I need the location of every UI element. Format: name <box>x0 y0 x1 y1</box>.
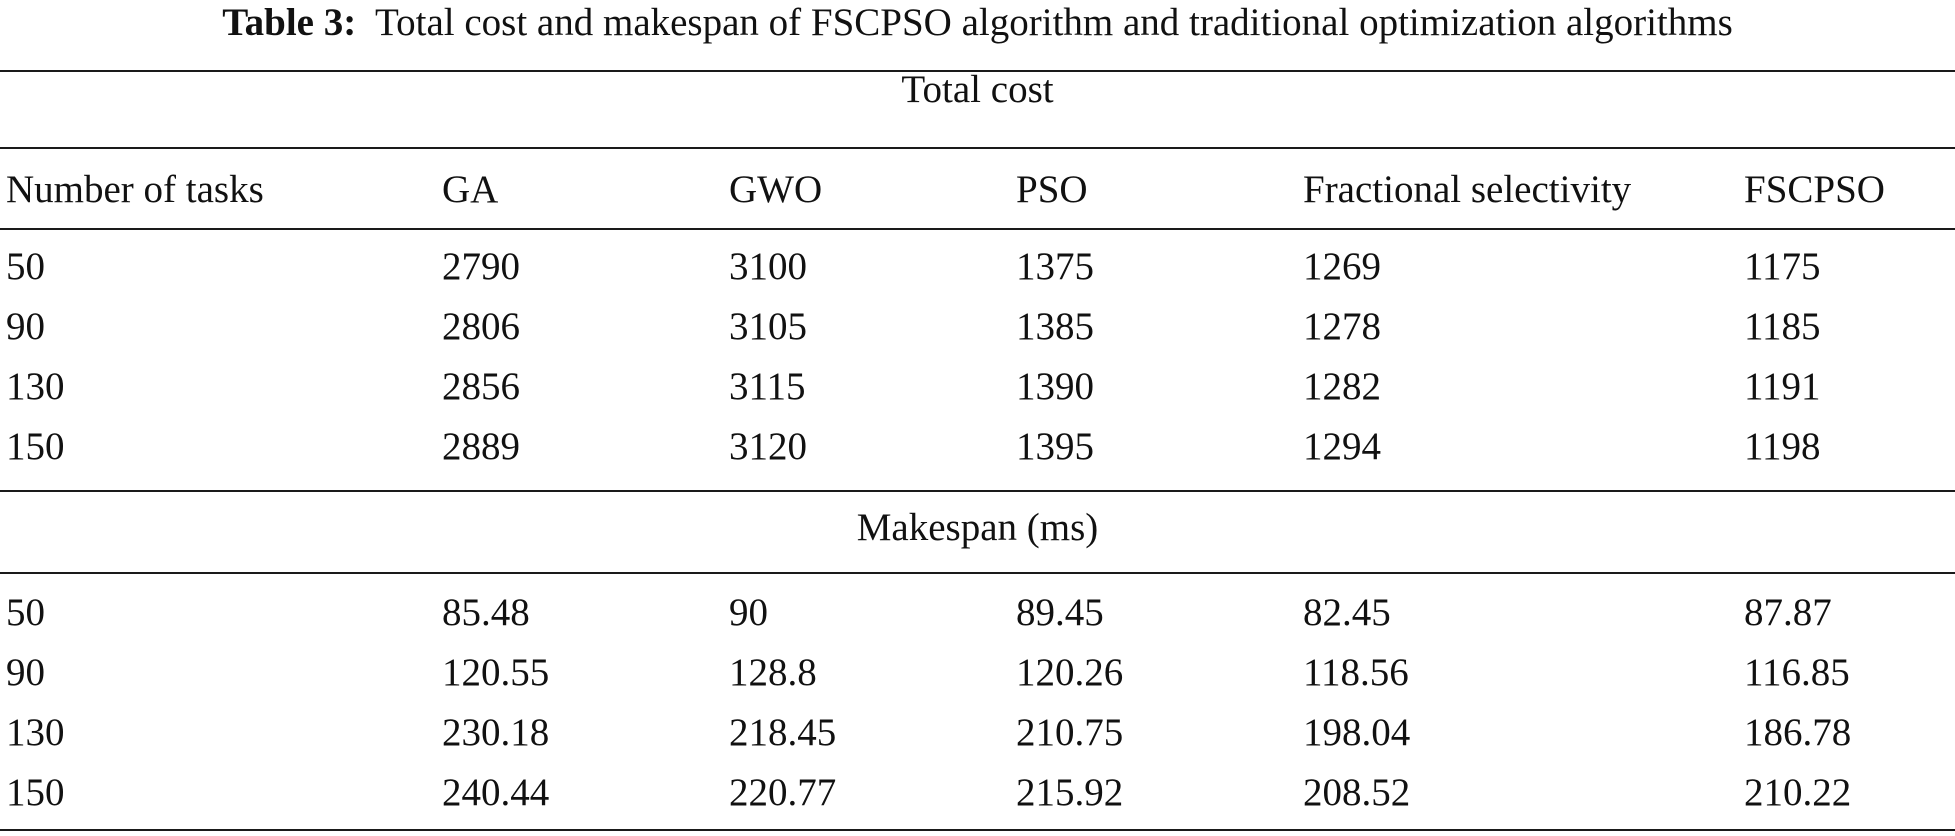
top-rule <box>0 70 1955 72</box>
table-cell: 150 <box>6 771 65 814</box>
table-cell: 208.52 <box>1303 771 1411 814</box>
table-row: 150 240.44 220.77 215.92 208.52 210.22 <box>0 770 1955 830</box>
section-title-makespan: Makespan (ms) <box>856 506 1099 549</box>
table-cell: 130 <box>6 365 65 408</box>
table-cell: 85.48 <box>442 591 530 634</box>
table-cell: 2806 <box>442 305 520 348</box>
table-cell: 130 <box>6 711 65 754</box>
column-header: FSCPSO <box>1744 168 1885 211</box>
rule-below-section-title <box>0 147 1955 149</box>
bottom-rule <box>0 829 1955 831</box>
table-cell: 218.45 <box>729 711 837 754</box>
table-cell: 240.44 <box>442 771 550 814</box>
table-cell: 210.22 <box>1744 771 1852 814</box>
table-cell: 89.45 <box>1016 591 1104 634</box>
table-cell: 1282 <box>1303 365 1381 408</box>
table-cell: 1278 <box>1303 305 1381 348</box>
table-caption: Table 3: Total cost and makespan of FSCP… <box>0 0 1955 60</box>
table-cell: 230.18 <box>442 711 550 754</box>
table-cell: 1269 <box>1303 245 1381 288</box>
table-cell: 82.45 <box>1303 591 1391 634</box>
table-row: 50 2790 3100 1375 1269 1175 <box>0 244 1955 304</box>
table-cell: 3100 <box>729 245 807 288</box>
table-row: 90 120.55 128.8 120.26 118.56 116.85 <box>0 650 1955 710</box>
table-label: Table 3: <box>222 1 357 44</box>
column-header: PSO <box>1016 168 1088 211</box>
column-header: GA <box>442 168 499 211</box>
table-cell: 120.26 <box>1016 651 1124 694</box>
table-cell: 2889 <box>442 425 520 468</box>
table-cell: 118.56 <box>1303 651 1409 694</box>
table-cell: 90 <box>729 591 768 634</box>
table-cell: 2856 <box>442 365 520 408</box>
table-cell: 198.04 <box>1303 711 1411 754</box>
table-cell: 1390 <box>1016 365 1094 408</box>
table-cell: 50 <box>6 591 45 634</box>
table-cell: 1198 <box>1744 425 1821 468</box>
table-cell: 120.55 <box>442 651 550 694</box>
table-cell: 3120 <box>729 425 807 468</box>
table-cell: 3115 <box>729 365 806 408</box>
table-cell: 150 <box>6 425 65 468</box>
table-cell: 1395 <box>1016 425 1094 468</box>
table-cell: 128.8 <box>729 651 817 694</box>
table-cell: 210.75 <box>1016 711 1124 754</box>
table-row: 130 2856 3115 1390 1282 1191 <box>0 364 1955 424</box>
table-cell: 1385 <box>1016 305 1094 348</box>
section-title-total-cost: Total cost <box>901 68 1054 111</box>
table-cell: 3105 <box>729 305 807 348</box>
table-row: 150 2889 3120 1395 1294 1198 <box>0 424 1955 484</box>
table-cell: 1191 <box>1744 365 1821 408</box>
table-cell: 1175 <box>1744 245 1821 288</box>
table-row: 50 85.48 90 89.45 82.45 87.87 <box>0 590 1955 650</box>
table-cell: 2790 <box>442 245 520 288</box>
table-cell: 1185 <box>1744 305 1821 348</box>
table-cell: 186.78 <box>1744 711 1852 754</box>
table-row: 90 2806 3105 1385 1278 1185 <box>0 304 1955 364</box>
table-cell: 116.85 <box>1744 651 1850 694</box>
table-cell: 90 <box>6 305 45 348</box>
table-caption-text: Total cost and makespan of FSCPSO algori… <box>375 1 1733 44</box>
rule-below-header <box>0 228 1955 230</box>
table-row: 130 230.18 218.45 210.75 198.04 186.78 <box>0 710 1955 770</box>
table-cell: 1375 <box>1016 245 1094 288</box>
rule-above-makespan <box>0 490 1955 492</box>
table-cell: 215.92 <box>1016 771 1124 814</box>
column-header: Fractional selectivity <box>1303 168 1632 211</box>
table-cell: 87.87 <box>1744 591 1832 634</box>
table-cell: 220.77 <box>729 771 837 814</box>
column-header: Number of tasks <box>6 168 264 211</box>
table-cell: 1294 <box>1303 425 1381 468</box>
header-row: Number of tasks GA GWO PSO Fractional se… <box>0 167 1955 227</box>
table-cell: 90 <box>6 651 45 694</box>
rule-below-makespan-title <box>0 572 1955 574</box>
table-cell: 50 <box>6 245 45 288</box>
column-header: GWO <box>729 168 823 211</box>
